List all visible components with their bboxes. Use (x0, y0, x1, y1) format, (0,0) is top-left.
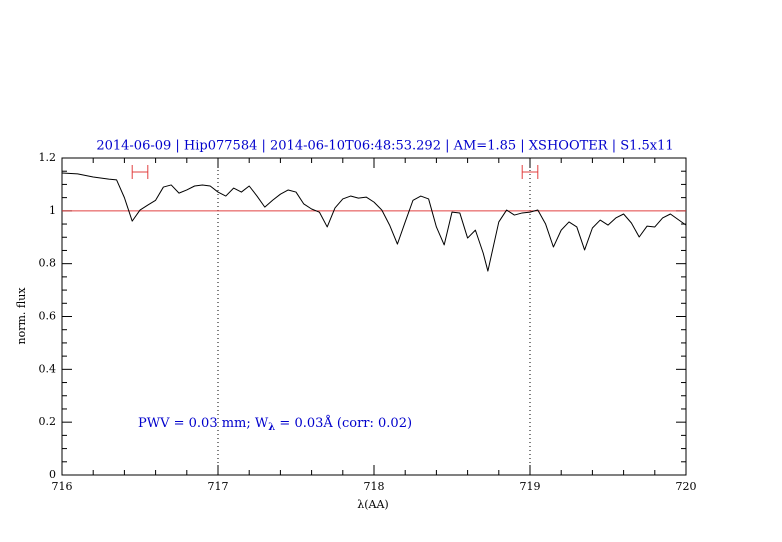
x-tick-label: 716 (52, 480, 73, 493)
y-tick-label: 0.4 (39, 362, 57, 375)
x-tick-label: 718 (364, 480, 385, 493)
range-marker (521, 165, 539, 180)
y-tick-label: 1.2 (39, 151, 57, 164)
annotation-subscript: λ (268, 422, 275, 433)
x-tick-label: 719 (520, 480, 541, 493)
y-tick-label: 0.2 (39, 415, 57, 428)
chart-title: 2014-06-09 | Hip077584 | 2014-06-10T06:4… (96, 139, 673, 154)
spectrum-line (61, 172, 687, 272)
y-tick-label: 0.6 (39, 310, 57, 323)
y-tick-label: 1 (49, 204, 56, 217)
y-axis-label: norm. flux (15, 287, 28, 345)
y-tick-label: 0.8 (39, 257, 57, 270)
annotation-text: = 0.03Å (corr: 0.02) (275, 415, 412, 431)
x-tick-label: 717 (208, 480, 229, 493)
y-tick-label: 0 (49, 468, 56, 481)
annotation-text: PWV = 0.03 mm; W (138, 416, 269, 431)
x-tick-label: 720 (676, 480, 697, 493)
x-axis-label: λ(AA) (357, 498, 388, 511)
range-marker (131, 165, 149, 180)
annotation: PWV = 0.03 mm; Wλ = 0.03Å (corr: 0.02) (138, 415, 412, 433)
